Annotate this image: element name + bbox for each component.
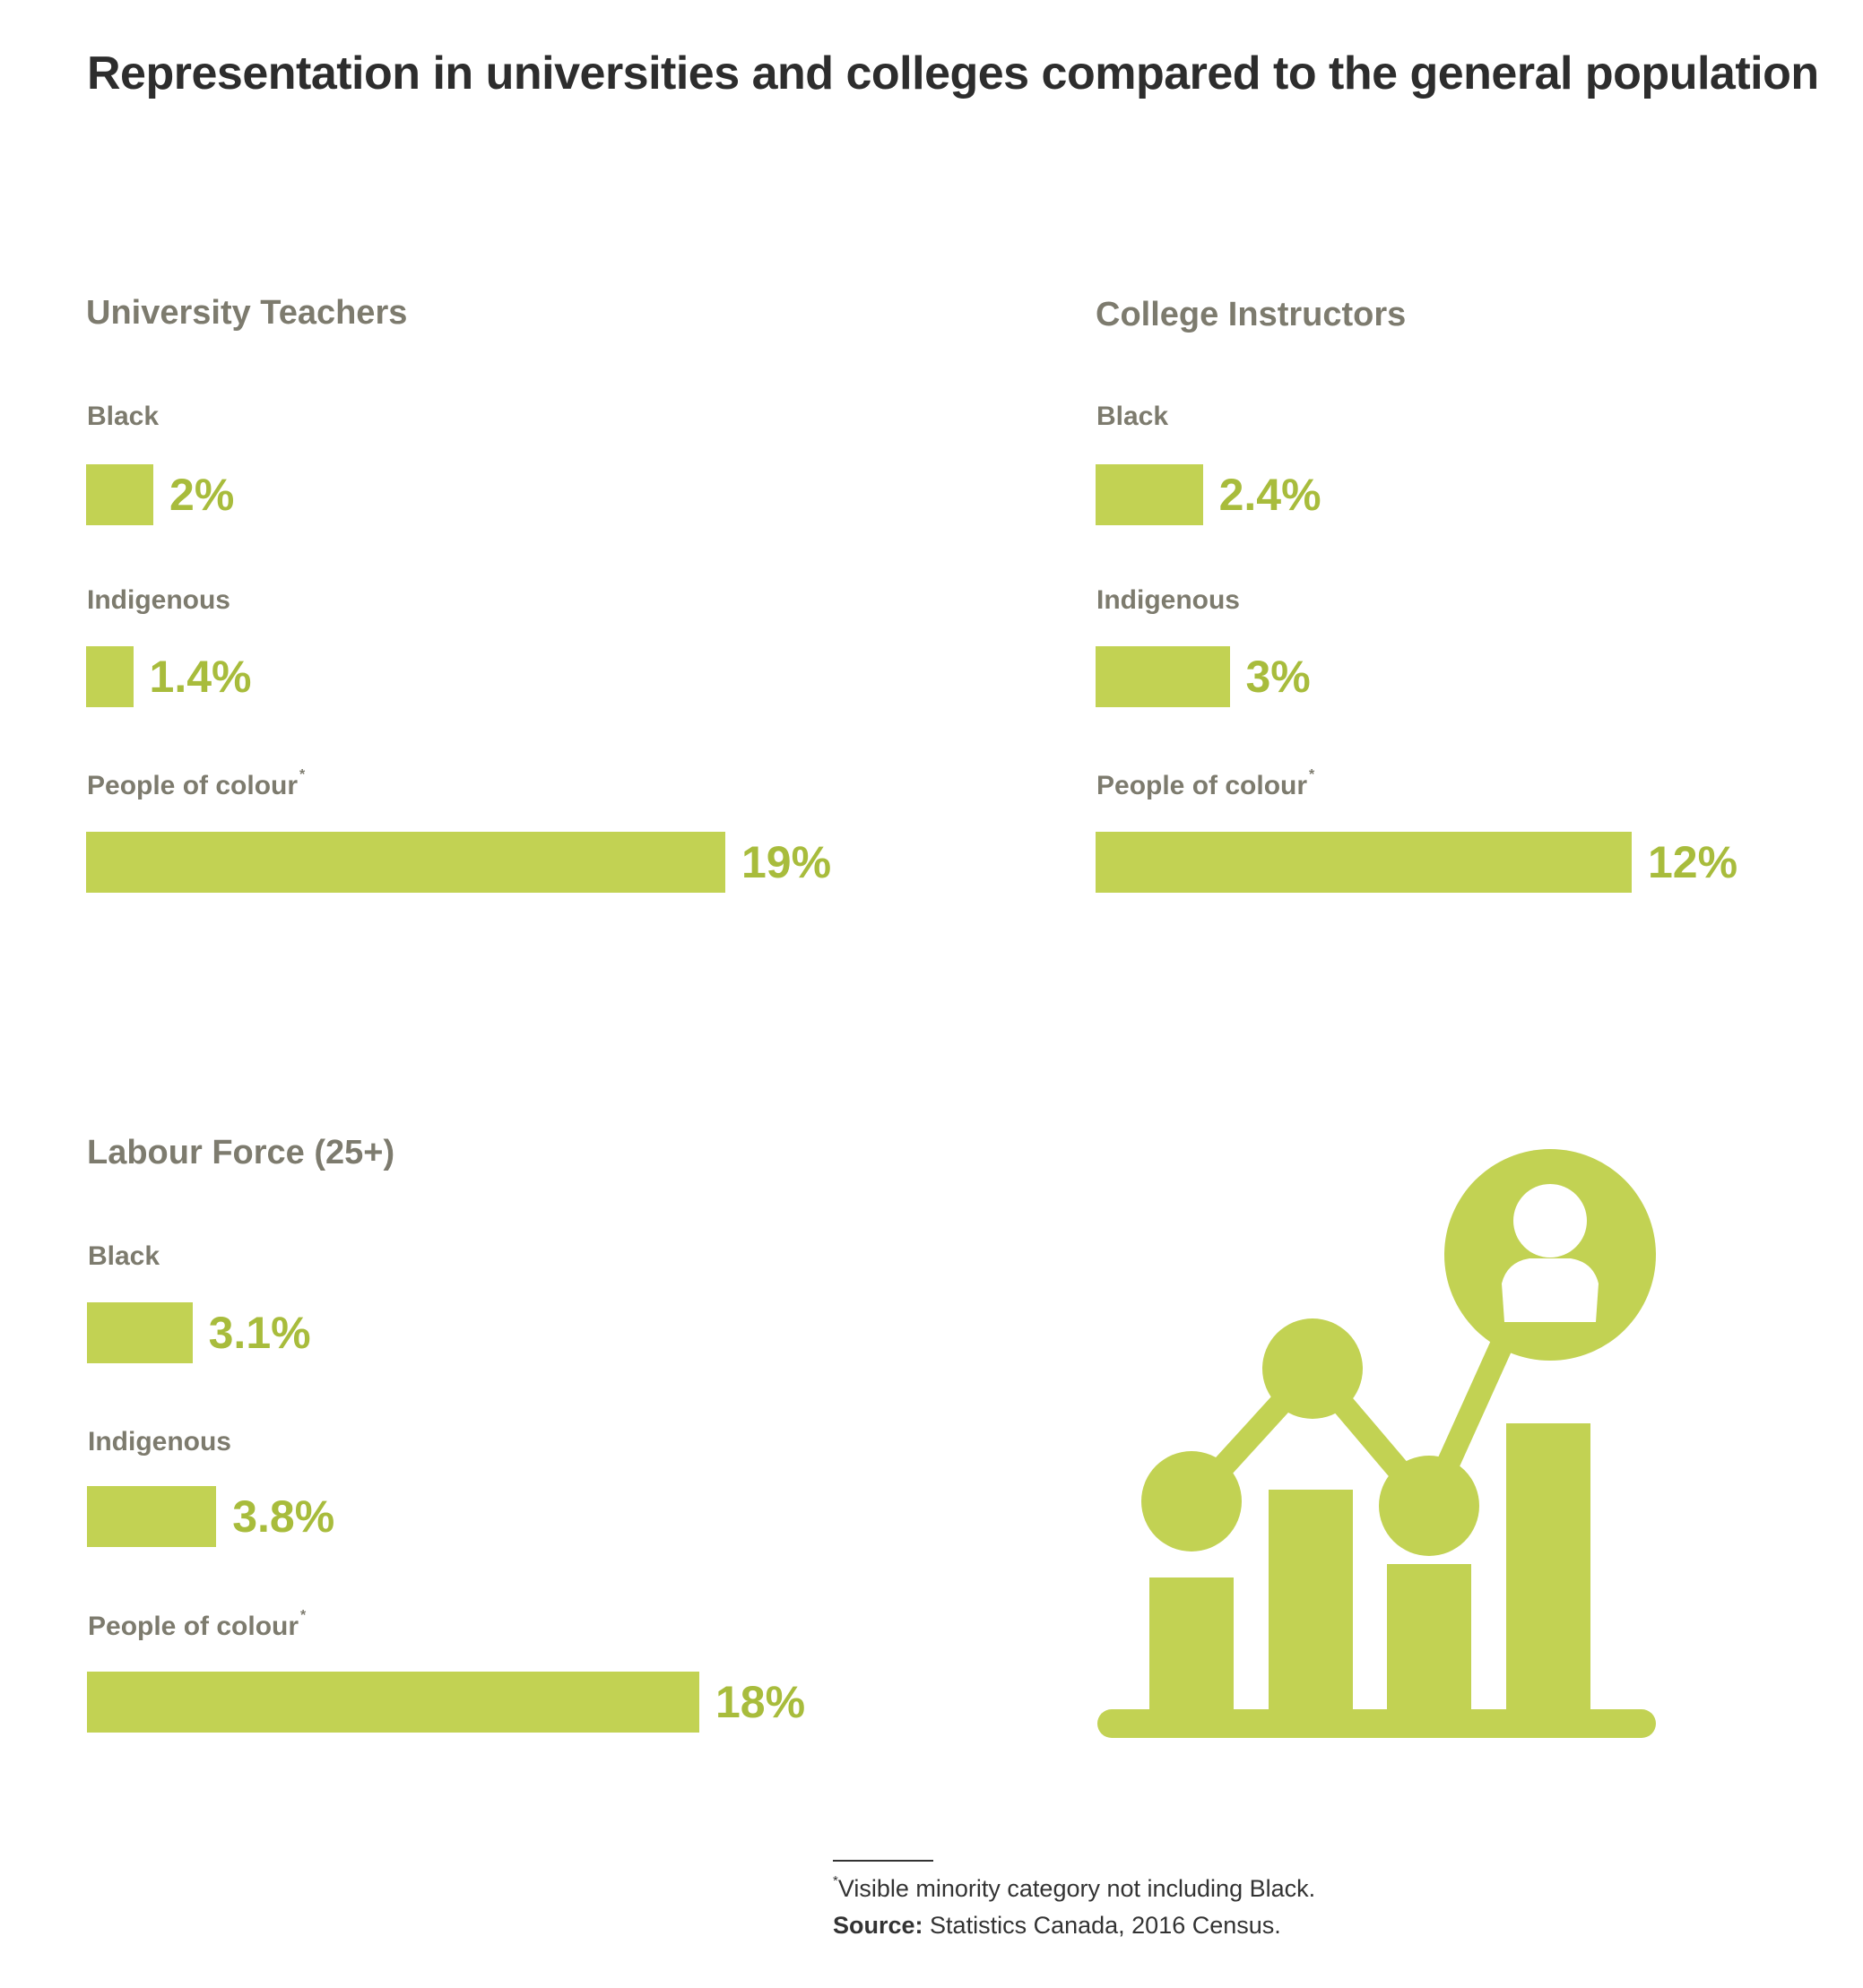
panel-title: College Instructors xyxy=(1096,296,1407,333)
value-label-black: 2.4% xyxy=(1218,470,1321,520)
category-label-text: Black xyxy=(1096,402,1169,431)
footnote-rule xyxy=(833,1860,933,1862)
panel-title: Labour Force (25+) xyxy=(87,1134,395,1171)
bar-indigenous xyxy=(87,1486,217,1547)
footnote-text: Visible minority category not including … xyxy=(837,1875,1316,1902)
value-label-black: 3.1% xyxy=(208,1308,311,1358)
bar-indigenous xyxy=(1096,646,1230,707)
value-label-indigenous: 3% xyxy=(1245,652,1311,702)
page-title: Representation in universities and colle… xyxy=(87,48,1819,99)
category-label-black: Black xyxy=(88,1241,160,1272)
source-label: Source: xyxy=(833,1912,923,1939)
bar-indigenous xyxy=(86,646,134,707)
category-label-text: People of colour xyxy=(88,1612,299,1641)
bar-black xyxy=(87,1302,193,1363)
category-label-people-of-colour: People of colour * xyxy=(87,767,305,801)
category-label-black: Black xyxy=(87,402,159,432)
value-label-indigenous: 1.4% xyxy=(149,652,252,702)
footnote-marker: * xyxy=(299,767,306,782)
value-label-people-of-colour: 12% xyxy=(1648,837,1738,887)
panel-college-instructors: College Instructors Black 2.4% Indigenous 3… xyxy=(1096,296,1863,923)
category-label-text: People of colour xyxy=(87,771,299,800)
chart-with-person-icon xyxy=(1097,1149,1656,1738)
category-label-text: Indigenous xyxy=(88,1427,231,1456)
value-label-people-of-colour: 19% xyxy=(741,837,832,887)
value-label-indigenous: 3.8% xyxy=(232,1491,335,1542)
category-label-text: Indigenous xyxy=(1096,585,1240,615)
value-label-people-of-colour: 18% xyxy=(715,1677,806,1727)
category-label-text: Indigenous xyxy=(87,585,230,615)
footnote: *Visible minority category not including… xyxy=(833,1873,1316,1903)
category-label-text: Black xyxy=(88,1241,160,1271)
value-label-black: 2% xyxy=(169,470,235,520)
bar-people-of-colour xyxy=(86,832,725,893)
bar-black xyxy=(86,464,154,525)
bar-black xyxy=(1096,464,1203,525)
footnote-marker: * xyxy=(833,1873,838,1889)
source-line: Source: Statistics Canada, 2016 Census. xyxy=(833,1912,1281,1940)
category-label-people-of-colour: People of colour * xyxy=(1096,767,1314,801)
bar-people-of-colour xyxy=(87,1672,699,1733)
category-label-indigenous: Indigenous xyxy=(1096,585,1240,616)
category-label-black: Black xyxy=(1096,402,1168,432)
category-label-indigenous: Indigenous xyxy=(88,1427,231,1457)
source-text: Statistics Canada, 2016 Census. xyxy=(930,1912,1281,1939)
footnote-marker: * xyxy=(1309,767,1315,782)
panel-labour-force: Labour Force (25+) Black 3.1% Indigenous 3.… xyxy=(87,1134,966,1761)
category-label-text: Black xyxy=(87,402,160,431)
category-label-people-of-colour: People of colour * xyxy=(88,1608,306,1642)
category-label-indigenous: Indigenous xyxy=(87,585,230,616)
panel-title: University Teachers xyxy=(86,294,408,332)
footnote-marker: * xyxy=(300,1608,307,1623)
category-label-text: People of colour xyxy=(1096,771,1308,800)
panel-university-teachers: University Teachers Black 2% Indigenous 1.4… xyxy=(86,294,965,921)
bar-people-of-colour xyxy=(1096,832,1632,893)
